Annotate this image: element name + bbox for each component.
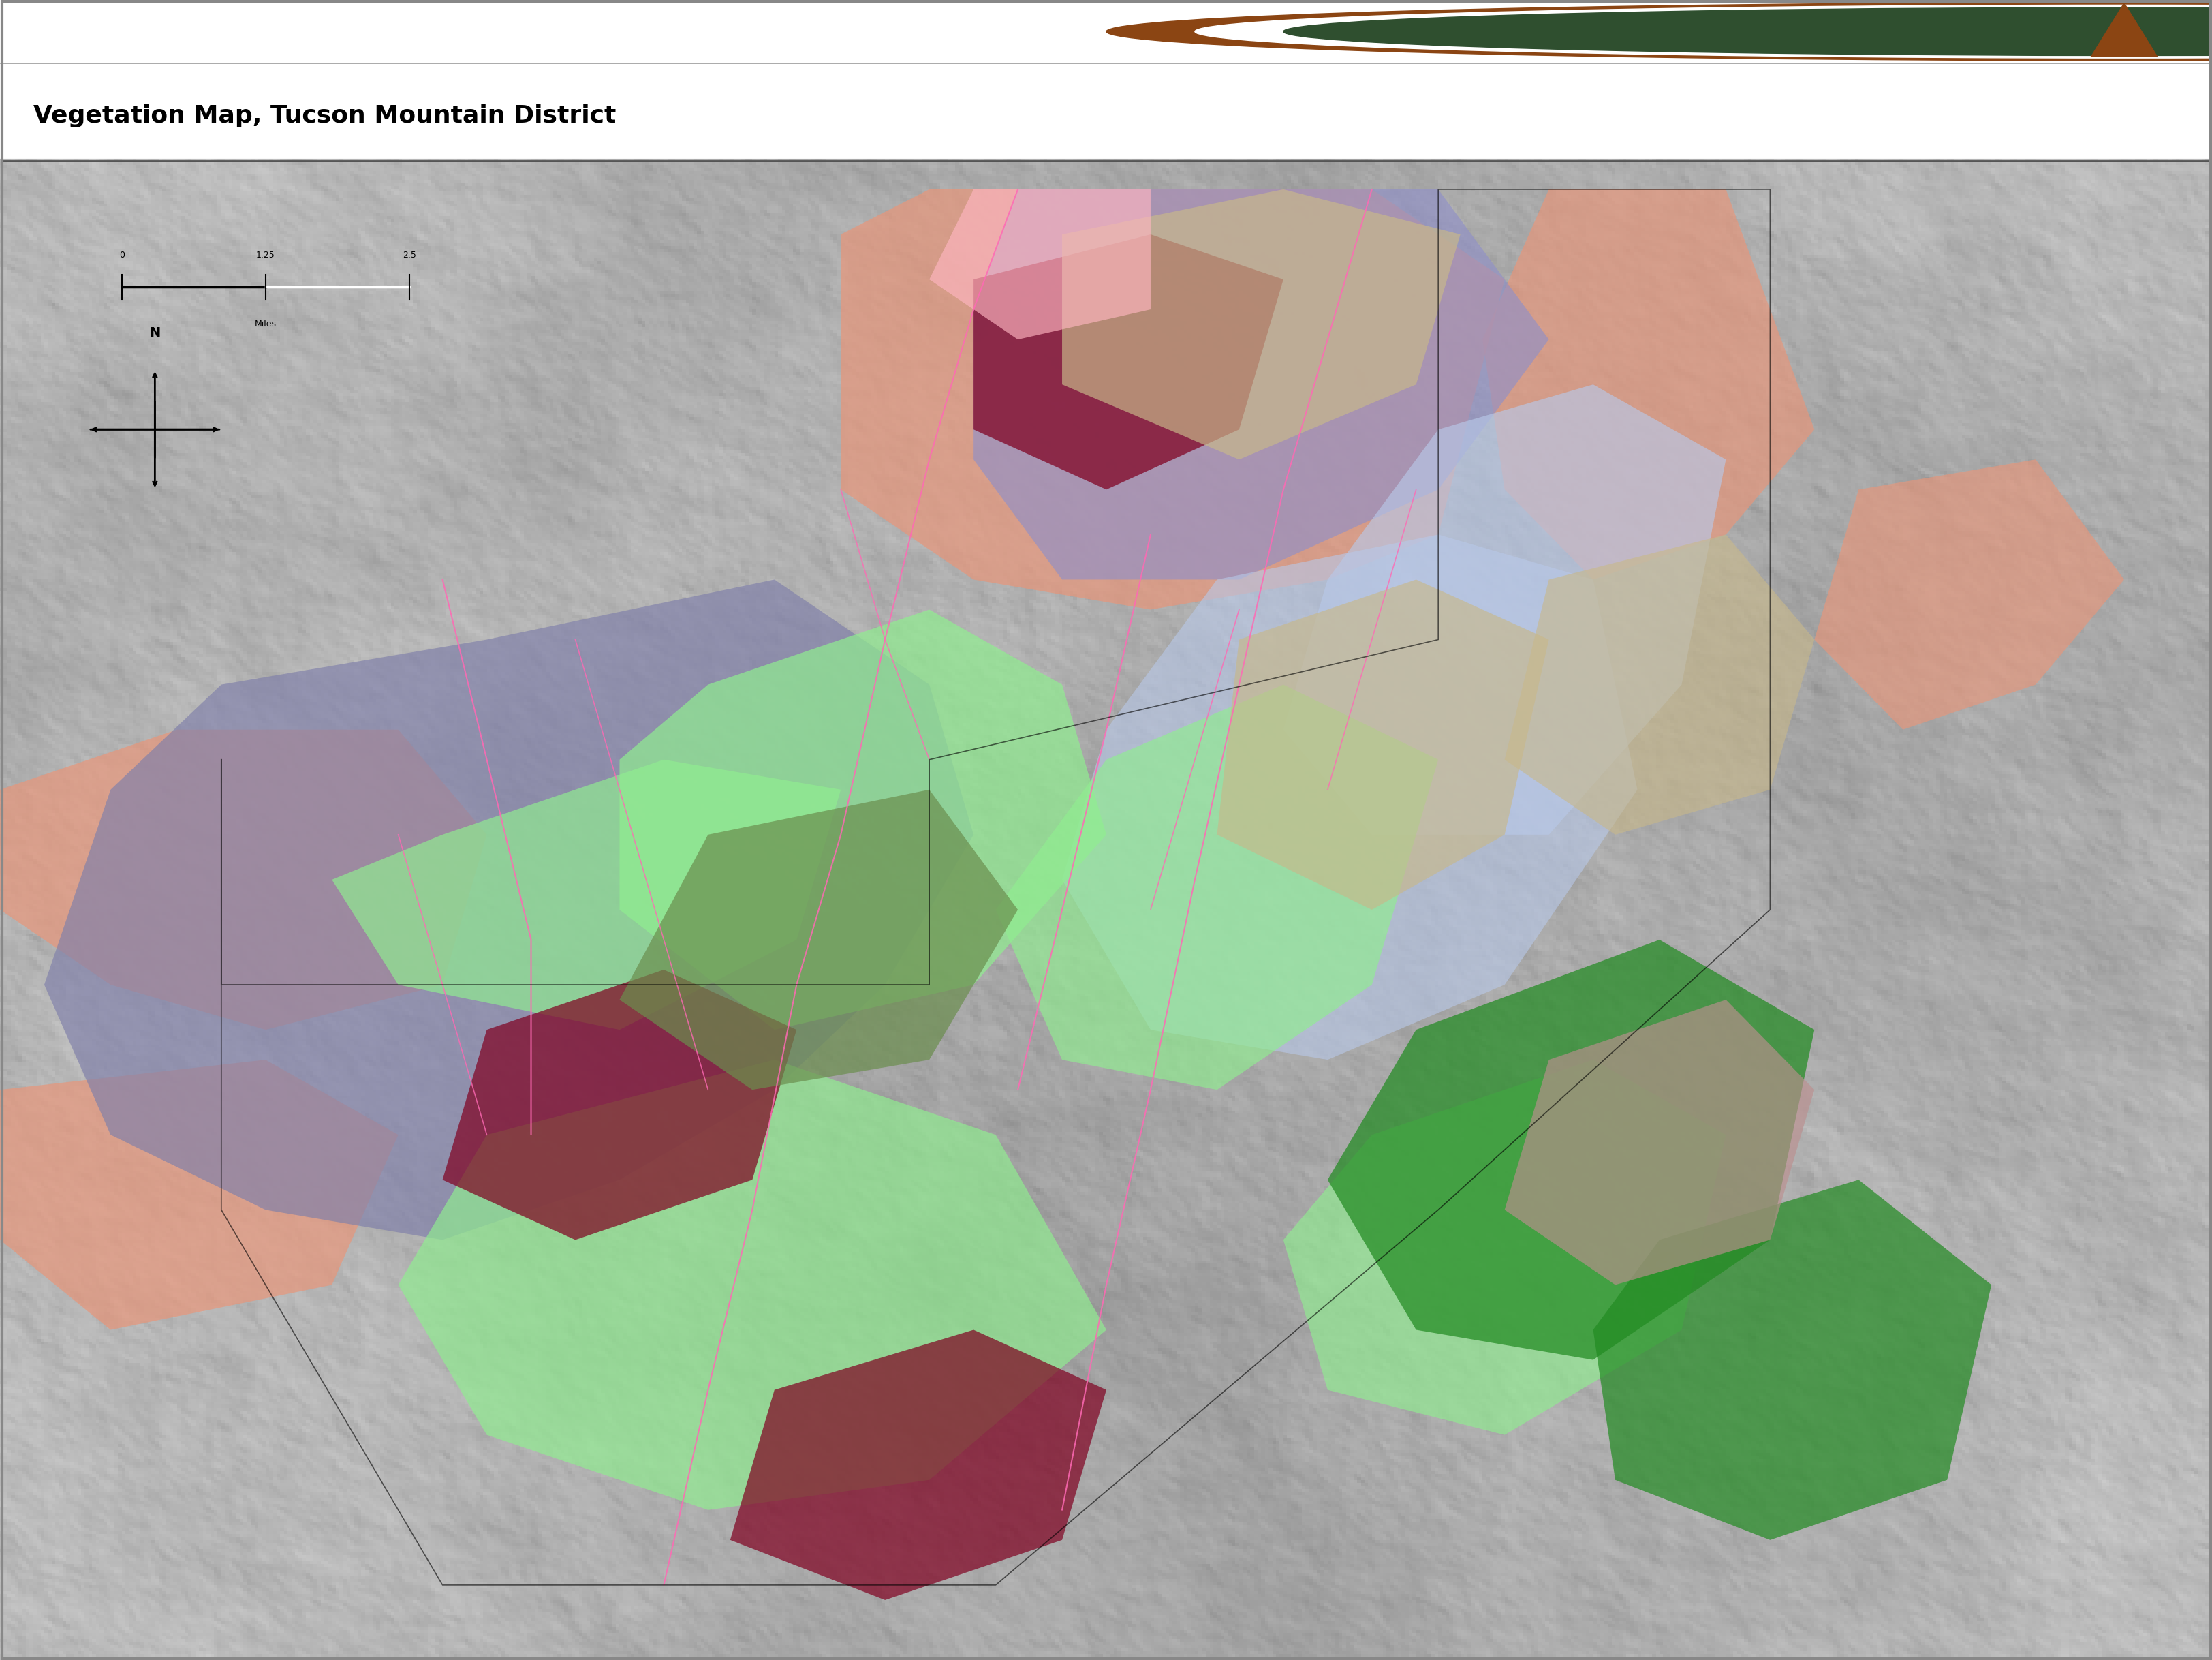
Polygon shape bbox=[1482, 189, 1814, 579]
Polygon shape bbox=[841, 189, 1504, 609]
Circle shape bbox=[1106, 3, 2212, 60]
Text: 0: 0 bbox=[119, 251, 124, 261]
Polygon shape bbox=[730, 1330, 1106, 1600]
Polygon shape bbox=[1217, 579, 1548, 910]
Polygon shape bbox=[1504, 999, 1814, 1285]
Polygon shape bbox=[1504, 535, 1814, 835]
Polygon shape bbox=[973, 189, 1548, 579]
Polygon shape bbox=[398, 1059, 1106, 1511]
Text: Miles: Miles bbox=[254, 320, 276, 329]
Polygon shape bbox=[0, 1059, 398, 1330]
Polygon shape bbox=[1062, 189, 1460, 460]
Polygon shape bbox=[1814, 460, 2124, 730]
Polygon shape bbox=[995, 684, 1438, 1089]
Polygon shape bbox=[442, 969, 796, 1240]
Text: Saguaro National Park: Saguaro National Park bbox=[22, 28, 215, 42]
Polygon shape bbox=[1283, 385, 1725, 835]
Circle shape bbox=[1194, 5, 2212, 58]
Polygon shape bbox=[332, 760, 841, 1029]
Text: U.S. Department of the Interior: U.S. Department of the Interior bbox=[1593, 42, 1794, 53]
Circle shape bbox=[1283, 8, 2212, 55]
Text: 1.25: 1.25 bbox=[257, 251, 274, 261]
Polygon shape bbox=[973, 234, 1283, 490]
Text: 2.5: 2.5 bbox=[403, 251, 416, 261]
Polygon shape bbox=[929, 189, 1150, 339]
Polygon shape bbox=[1283, 1059, 1725, 1434]
Text: National Park Service: National Park Service bbox=[1593, 17, 1730, 28]
Polygon shape bbox=[619, 790, 1018, 1089]
Polygon shape bbox=[44, 579, 973, 1240]
Text: N: N bbox=[148, 327, 161, 339]
Polygon shape bbox=[1062, 535, 1637, 1059]
Polygon shape bbox=[1327, 940, 1814, 1360]
Polygon shape bbox=[619, 609, 1106, 1029]
Text: Vegetation Map, Tucson Mountain District: Vegetation Map, Tucson Mountain District bbox=[33, 105, 615, 128]
Polygon shape bbox=[2090, 3, 2157, 56]
Polygon shape bbox=[0, 730, 487, 1029]
Polygon shape bbox=[1593, 1180, 1991, 1540]
